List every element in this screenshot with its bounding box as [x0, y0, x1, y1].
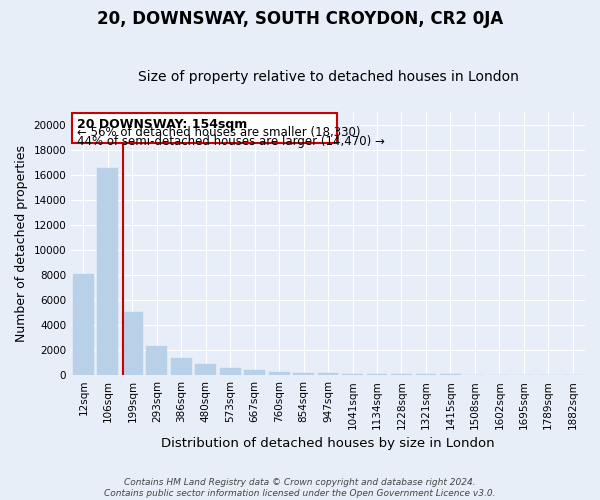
- Bar: [269, 372, 290, 375]
- Bar: [196, 364, 216, 375]
- Bar: [97, 168, 118, 375]
- Bar: [440, 374, 461, 375]
- Bar: [391, 374, 412, 375]
- Text: 44% of semi-detached houses are larger (14,470) →: 44% of semi-detached houses are larger (…: [77, 134, 385, 147]
- Bar: [342, 374, 363, 375]
- Bar: [317, 373, 338, 375]
- Bar: [293, 372, 314, 375]
- Text: 20, DOWNSWAY, SOUTH CROYDON, CR2 0JA: 20, DOWNSWAY, SOUTH CROYDON, CR2 0JA: [97, 10, 503, 28]
- Title: Size of property relative to detached houses in London: Size of property relative to detached ho…: [137, 70, 518, 85]
- Text: Contains HM Land Registry data © Crown copyright and database right 2024.
Contai: Contains HM Land Registry data © Crown c…: [104, 478, 496, 498]
- Text: ← 56% of detached houses are smaller (18,330): ← 56% of detached houses are smaller (18…: [77, 126, 361, 139]
- X-axis label: Distribution of detached houses by size in London: Distribution of detached houses by size …: [161, 437, 495, 450]
- Bar: [122, 312, 143, 375]
- Bar: [367, 374, 388, 375]
- Bar: [416, 374, 436, 375]
- Bar: [171, 358, 191, 375]
- FancyBboxPatch shape: [73, 114, 337, 144]
- Text: 20 DOWNSWAY: 154sqm: 20 DOWNSWAY: 154sqm: [77, 118, 248, 130]
- Y-axis label: Number of detached properties: Number of detached properties: [15, 145, 28, 342]
- Bar: [220, 368, 241, 375]
- Bar: [244, 370, 265, 375]
- Bar: [73, 274, 94, 375]
- Bar: [146, 346, 167, 375]
